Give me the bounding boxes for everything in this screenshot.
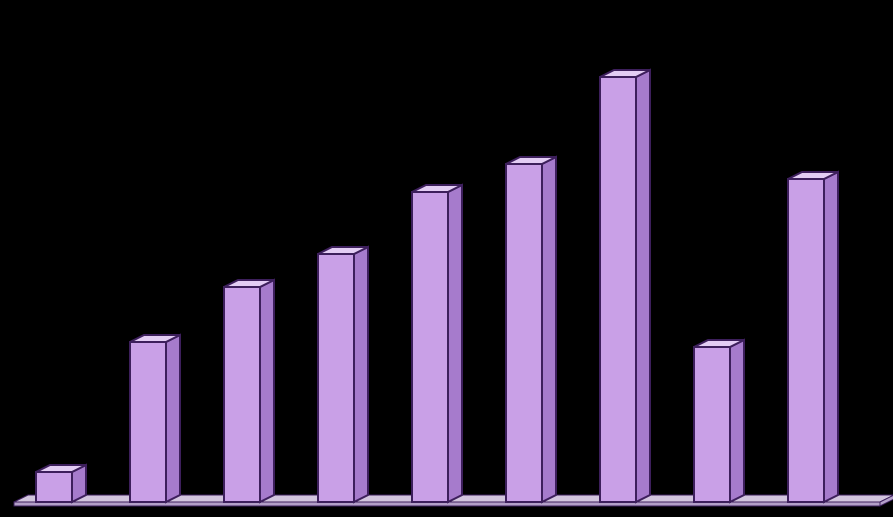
bar-5 [506, 157, 556, 502]
bar-0 [36, 465, 86, 502]
bar-8 [788, 172, 838, 502]
bar-2 [224, 280, 274, 502]
bar-7 [694, 340, 744, 502]
bar-6 [600, 70, 650, 502]
bar-4 [412, 185, 462, 502]
bar-chart-3d [0, 0, 893, 517]
bar-3 [318, 247, 368, 502]
bar-1 [130, 335, 180, 502]
